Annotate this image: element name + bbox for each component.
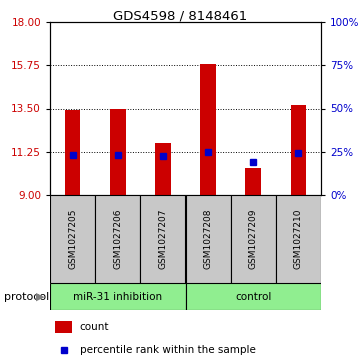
Bar [50, 283, 186, 310]
Text: GSM1027206: GSM1027206 [113, 209, 122, 269]
Text: GSM1027210: GSM1027210 [294, 209, 303, 269]
Text: GSM1027209: GSM1027209 [249, 209, 258, 269]
Bar [186, 195, 231, 283]
Bar [200, 64, 216, 195]
Text: GSM1027208: GSM1027208 [204, 209, 213, 269]
Bar [110, 109, 126, 195]
Bar [140, 195, 186, 283]
Bar [186, 283, 321, 310]
Bar [50, 195, 95, 283]
Text: GDS4598 / 8148461: GDS4598 / 8148461 [113, 9, 248, 22]
Bar [245, 168, 261, 195]
Text: ▶: ▶ [36, 291, 45, 302]
Text: protocol: protocol [4, 291, 49, 302]
Text: count: count [80, 322, 109, 332]
Bar [56, 321, 72, 333]
Text: percentile rank within the sample: percentile rank within the sample [80, 345, 256, 355]
Text: GSM1027207: GSM1027207 [158, 209, 168, 269]
Text: control: control [235, 291, 271, 302]
Text: GSM1027205: GSM1027205 [68, 209, 77, 269]
Bar [291, 105, 306, 195]
Text: miR-31 inhibition: miR-31 inhibition [73, 291, 162, 302]
Bar [65, 110, 81, 195]
Bar [95, 195, 140, 283]
Bar [155, 143, 171, 195]
Bar [231, 195, 276, 283]
Bar [276, 195, 321, 283]
